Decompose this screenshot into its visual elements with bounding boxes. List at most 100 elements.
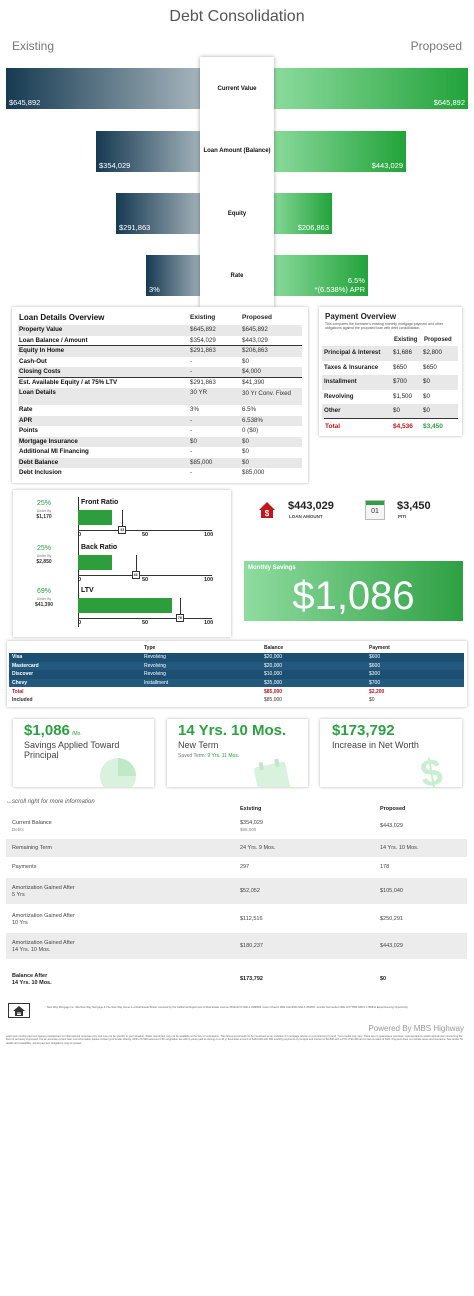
ratio-bar bbox=[78, 598, 172, 613]
tradeline-total-row: Total $85,000 $2,200 bbox=[9, 688, 464, 697]
ratio-under-by-label: Under By bbox=[36, 554, 52, 558]
savings-card-subtitle: Savings Applied Toward Principal bbox=[24, 740, 120, 760]
loan-detail-existing: $291,863 bbox=[190, 347, 216, 354]
dollar-watermark-icon: $ bbox=[421, 754, 446, 787]
proposed-value-text: $443,029 bbox=[371, 161, 403, 170]
tradeline-payment: $600 bbox=[369, 662, 381, 669]
proposed-bar: $645,892 bbox=[268, 68, 468, 109]
amortization-label-text: Amortization Gained After bbox=[12, 940, 75, 946]
tradeline-row: Discover Revolving $10,000 $300 bbox=[9, 670, 464, 679]
amortization-existing: $180,237 bbox=[240, 943, 263, 950]
tradeline-included-label: Included bbox=[12, 697, 33, 703]
calendar-icon: 01 bbox=[365, 500, 385, 520]
amortization-existing: $112,516 bbox=[240, 916, 263, 923]
amortization-label: Current Balance Debts bbox=[12, 820, 52, 833]
ratio-marker-line bbox=[179, 598, 181, 616]
existing-heading: Existing bbox=[12, 39, 55, 53]
existing-bar-value: $291,863 bbox=[119, 223, 151, 232]
loan-detail-row: Equity In Home $291,863 $206,863 bbox=[18, 346, 302, 357]
payment-total-divider bbox=[324, 418, 458, 419]
ratio-under-by-label: Under By bbox=[36, 509, 52, 513]
loan-amount-caption: LOAN AMOUNT bbox=[289, 514, 323, 519]
amortization-label-sub: 10 Yrs bbox=[12, 919, 28, 926]
tradeline-row: Mastercard Revolving $20,000 $600 bbox=[9, 661, 464, 670]
loan-detail-label: APR bbox=[19, 416, 33, 424]
amortization-label-sub: 14 Yrs. 10 Mos. bbox=[12, 946, 51, 953]
monthly-savings-value: $1,086 bbox=[292, 574, 415, 618]
loan-details-existing-header: Existing bbox=[190, 314, 216, 321]
amortization-proposed: 178 bbox=[380, 864, 390, 870]
balance-after-existing: $173,792 bbox=[240, 976, 263, 982]
tradeline-payment: $600 bbox=[369, 654, 381, 660]
payment-existing-header: Existing bbox=[394, 337, 418, 343]
payment-overview-description: This compares the borrower's existing mo… bbox=[325, 322, 443, 331]
tradeline-included-payment: $0 bbox=[369, 697, 375, 703]
monthly-savings-label: Monthly Savings bbox=[248, 565, 296, 571]
scroll-hint: ↔scroll right for more information bbox=[6, 799, 95, 805]
amortization-label-text: Amortization Gained After bbox=[12, 913, 75, 919]
ratio-x-axis bbox=[78, 530, 212, 531]
payment-label: Installment bbox=[324, 378, 357, 385]
amortization-row: Amortization Gained After 10 Yrs $112,516 $… bbox=[6, 906, 467, 932]
svg-text:$: $ bbox=[265, 509, 270, 518]
amortization-proposed: $250,291 bbox=[380, 916, 403, 922]
amortization-row: Current Balance Debts $354,029 $85,000 $443,… bbox=[6, 815, 467, 837]
loan-detail-label: Equity In Home bbox=[19, 347, 65, 354]
loan-detail-label: Loan Balance / Amount bbox=[19, 336, 88, 344]
amort-existing-header: Existing bbox=[240, 806, 262, 812]
loan-detail-label: Est. Available Equity / at 75% LTV bbox=[19, 378, 118, 386]
amortization-row: Remaining Term 24 Yrs. 9 Mos. 14 Yrs. 10 M… bbox=[6, 839, 467, 857]
ratio-bar bbox=[78, 555, 112, 570]
payment-row: Installment $700 $0 bbox=[322, 375, 458, 390]
ratio-target-percent: 25% bbox=[36, 545, 51, 552]
existing-bar: $645,892 bbox=[6, 68, 206, 109]
amort-proposed-header: Proposed bbox=[380, 806, 406, 812]
loan-detail-proposed: 0 ($0) bbox=[242, 427, 259, 434]
loan-detail-label: Debt Balance bbox=[19, 458, 59, 466]
tradeline-type: Revolving bbox=[144, 662, 166, 669]
tradeline-included-row: Included $85,000 $0 bbox=[9, 696, 464, 705]
payment-row: Revolving $1,500 $0 bbox=[322, 390, 458, 405]
loan-detail-row: Mortgage Insurance $0 $0 bbox=[18, 436, 302, 447]
payment-total-proposed: $3,450 bbox=[423, 423, 443, 430]
tradeline-included-balance: $85,000 bbox=[264, 697, 283, 703]
calendar-watermark-icon bbox=[253, 758, 293, 787]
loan-detail-existing: 3% bbox=[190, 406, 199, 413]
ratio-tick: 50 bbox=[142, 577, 149, 583]
amortization-existing: 297 bbox=[240, 864, 249, 871]
payment-proposed-header: Proposed bbox=[424, 337, 452, 343]
label-equity: Equity bbox=[227, 211, 247, 217]
ratio-marker: 33 bbox=[118, 526, 127, 534]
loan-detail-proposed: $41,390 bbox=[242, 378, 265, 386]
ratio-tick: 0 bbox=[78, 620, 82, 626]
tradeline-name: Discover bbox=[12, 671, 34, 677]
amortization-row: Amortization Gained After 14 Yrs. 10 Mos.… bbox=[6, 933, 467, 959]
proposed-bar-value: $645,892 bbox=[434, 98, 465, 107]
ratio-tick: 0 bbox=[78, 532, 82, 538]
equal-housing-icon bbox=[8, 1003, 30, 1018]
proposed-bar-value: 6.5% *(6.538%) APR bbox=[315, 276, 365, 294]
tradeline-name: Chevy bbox=[12, 679, 28, 686]
tradeline-balance: $10,000 bbox=[264, 671, 283, 677]
payment-existing: $700 bbox=[393, 378, 407, 385]
loan-detail-proposed: 6.5% bbox=[242, 406, 257, 413]
loan-detail-row: Loan Balance / Amount $354,029 $443,029 bbox=[18, 336, 302, 346]
proposed-bar-value: $443,029 bbox=[372, 161, 403, 170]
loan-detail-proposed: $645,892 bbox=[242, 326, 268, 333]
amortization-label: Amortization Gained After 10 Yrs bbox=[12, 913, 75, 926]
loan-detail-row: Est. Available Equity / at 75% LTV $291,8… bbox=[18, 378, 302, 389]
payment-proposed: $0 bbox=[423, 407, 430, 414]
tradeline-balance: $20,000 bbox=[264, 654, 283, 660]
payment-overview-title: Payment Overview bbox=[325, 312, 397, 321]
balance-after-label: Balance After 14 Yrs. 10 Mos. bbox=[12, 973, 52, 986]
networth-card bbox=[320, 719, 462, 787]
tradeline-header: Balance bbox=[264, 645, 284, 651]
loan-detail-row: Loan Details 30 YR 30 Yr Conv. Fixed bbox=[18, 388, 302, 405]
amortization-label: Remaining Term bbox=[12, 845, 52, 852]
loan-detail-existing: 30 YR bbox=[190, 389, 208, 396]
proposed-apr-note: *(6.538%) APR bbox=[314, 285, 365, 294]
loan-detail-label: Points bbox=[19, 427, 38, 434]
tradeline-total-payment: $2,200 bbox=[369, 689, 385, 695]
page-title: Debt Consolidation bbox=[169, 8, 305, 25]
loan-detail-proposed: $0 bbox=[242, 357, 249, 365]
